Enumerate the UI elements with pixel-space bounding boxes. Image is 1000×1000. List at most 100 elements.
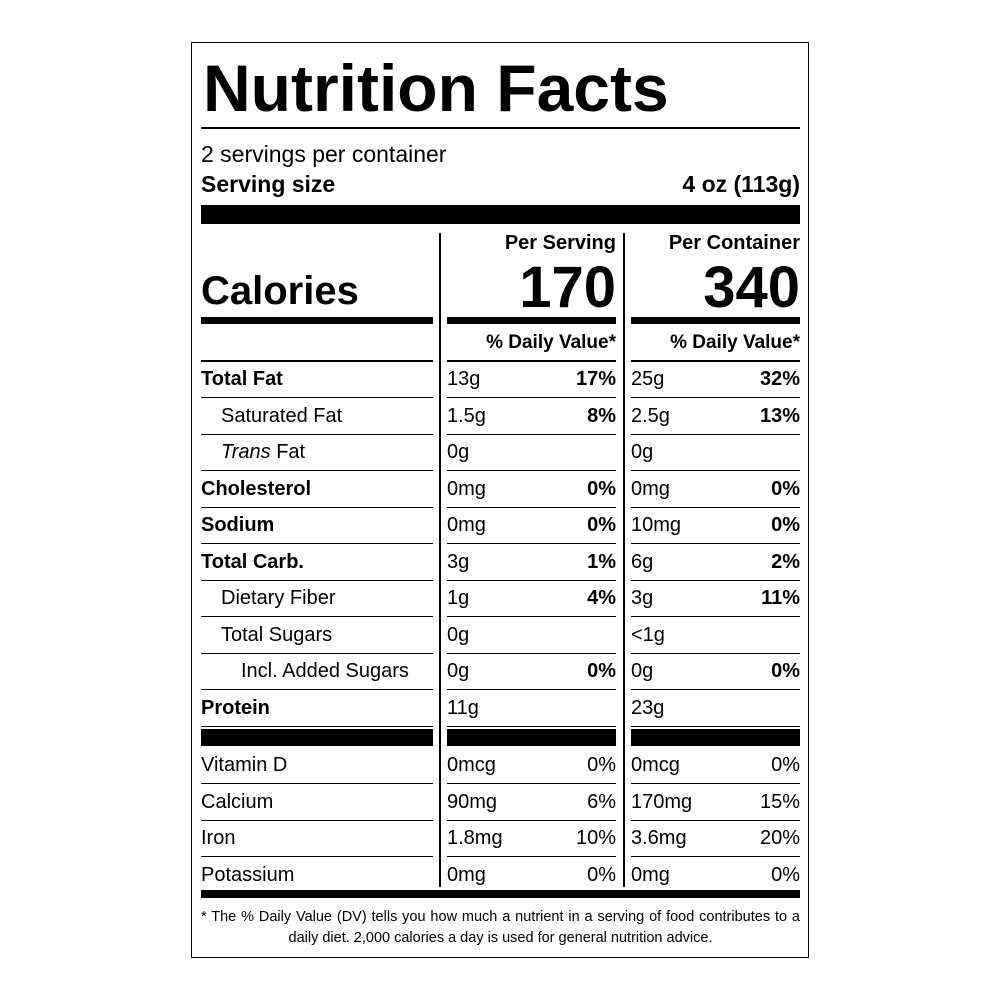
nutrient-cell: 1g 4% xyxy=(447,581,616,617)
nutrient-name: Total Sugars xyxy=(201,618,433,654)
column-heading: Per Serving xyxy=(504,232,616,254)
nutrient-name: Dietary Fiber xyxy=(201,581,433,617)
nutrient-cell: 0g xyxy=(631,435,800,471)
amount: 0mcg xyxy=(631,754,680,776)
daily-value: 0% xyxy=(771,864,800,886)
nutrient-cell: 13g 17% xyxy=(447,362,616,398)
nutrient-name-text: Total Fat xyxy=(201,368,283,390)
amount: 0g xyxy=(631,441,654,463)
amount: 11g xyxy=(447,696,479,719)
daily-value: 1% xyxy=(587,550,616,573)
footnote-text: The % Daily Value (DV) tells you how muc… xyxy=(211,909,800,946)
calories-label: Calories xyxy=(201,269,359,313)
footnote-marker: * xyxy=(201,909,207,925)
nutrient-name: Sodium xyxy=(201,508,433,544)
amount: 3g xyxy=(631,587,654,609)
nutrient-cell: 0mg 0% xyxy=(631,472,800,508)
calories-value: 170 xyxy=(519,255,616,320)
nutrient-cell: 25g 32% xyxy=(631,362,800,398)
thick-rule xyxy=(447,317,616,324)
daily-value: 0% xyxy=(587,514,616,536)
nutrient-name: Cholesterol xyxy=(201,472,433,508)
nutrient-name-text: Sodium xyxy=(201,514,275,536)
dv-heading: % Daily Value* xyxy=(486,332,616,353)
nutrient-name-text: Total Sugars xyxy=(221,623,333,646)
footnote: * The % Daily Value (DV) tells you how m… xyxy=(201,907,800,949)
nutrient-name-text: Total Carb. xyxy=(201,550,304,573)
daily-value: 8% xyxy=(587,404,616,427)
nutrient-cell: 1.5g 8% xyxy=(447,399,616,435)
nutrient-name-text: Dietary Fiber xyxy=(221,587,336,609)
column-divider xyxy=(439,233,441,887)
nutrient-name-text: Iron xyxy=(201,827,236,849)
rule xyxy=(201,360,433,362)
amount: 1g xyxy=(447,587,470,609)
amount: 3g xyxy=(447,550,470,573)
amount: 0g xyxy=(631,660,654,682)
nutrient-name-italic: Trans xyxy=(221,441,271,463)
amount: 0mcg xyxy=(447,754,496,776)
nutrient-cell: 6g 2% xyxy=(631,545,800,581)
nutrient-cell: 0mg 0% xyxy=(631,858,800,894)
nutrient-cell: 0mcg 0% xyxy=(631,748,800,784)
nutrient-name: Potassium xyxy=(201,858,433,894)
daily-value: 0% xyxy=(587,477,616,500)
nutrient-name: Vitamin D xyxy=(201,748,433,784)
nutrient-cell: 0mg 0% xyxy=(447,472,616,508)
nutrient-cell: 2.5g 13% xyxy=(631,399,800,435)
daily-value: 0% xyxy=(771,514,800,536)
nutrient-cell: 3g 11% xyxy=(631,581,800,617)
amount: 0g xyxy=(447,660,470,682)
daily-value: 0% xyxy=(587,660,616,682)
daily-value: 10% xyxy=(575,827,616,849)
amount: 10mg xyxy=(631,514,682,536)
amount: 23g xyxy=(631,696,665,719)
nutrient-name-text: Vitamin D xyxy=(201,754,288,776)
daily-value: 0% xyxy=(771,477,800,500)
thick-rule xyxy=(201,890,800,898)
amount: 1.5g xyxy=(447,404,486,427)
nutrient-name: Incl. Added Sugars xyxy=(201,654,433,690)
nutrient-name: Iron xyxy=(201,821,433,857)
thick-rule xyxy=(201,729,433,746)
daily-value: 13% xyxy=(759,404,800,427)
nutrient-cell: <1g xyxy=(631,618,800,654)
amount: 13g xyxy=(447,368,481,390)
title: Nutrition Facts xyxy=(203,51,669,125)
nutrient-name: Calcium xyxy=(201,785,433,821)
amount: 6g xyxy=(631,550,654,573)
amount: 1.8mg xyxy=(447,827,503,849)
amount: 90mg xyxy=(447,790,498,813)
nutrient-cell: 1.8mg 10% xyxy=(447,821,616,857)
amount: 25g xyxy=(631,368,665,390)
nutrient-cell: 23g xyxy=(631,691,800,727)
thick-rule xyxy=(201,205,800,224)
daily-value: 0% xyxy=(587,754,616,776)
amount: 0g xyxy=(447,441,470,463)
nutrient-name-text: Protein xyxy=(201,696,270,719)
amount: 170mg xyxy=(631,790,693,813)
amount: 0mg xyxy=(631,477,670,500)
nutrient-cell: 10mg 0% xyxy=(631,508,800,544)
daily-value: 2% xyxy=(771,550,800,573)
amount: 0mg xyxy=(447,864,486,886)
nutrient-name-text: Saturated Fat xyxy=(221,404,343,427)
nutrient-name: Total Fat xyxy=(201,362,433,398)
nutrient-name-text: Potassium xyxy=(201,864,295,886)
dv-heading: % Daily Value* xyxy=(670,332,800,353)
nutrient-cell: 3.6mg 20% xyxy=(631,821,800,857)
nutrient-name-text: Calcium xyxy=(201,790,274,813)
nutrient-name: Saturated Fat xyxy=(201,399,433,435)
column-heading: Per Container xyxy=(668,232,800,254)
nutrient-name-text: Incl. Added Sugars xyxy=(241,660,409,682)
nutrient-name-text: Cholesterol xyxy=(201,477,312,500)
nutrient-cell: 0g 0% xyxy=(447,654,616,690)
nutrient-cell: 0g xyxy=(447,618,616,654)
amount: 0mg xyxy=(447,477,486,500)
nutrient-cell: 0mg 0% xyxy=(447,858,616,894)
amount: 2.5g xyxy=(631,404,670,427)
rule xyxy=(201,127,800,129)
thick-rule xyxy=(631,729,800,746)
nutrient-name: Trans Fat xyxy=(201,435,433,471)
